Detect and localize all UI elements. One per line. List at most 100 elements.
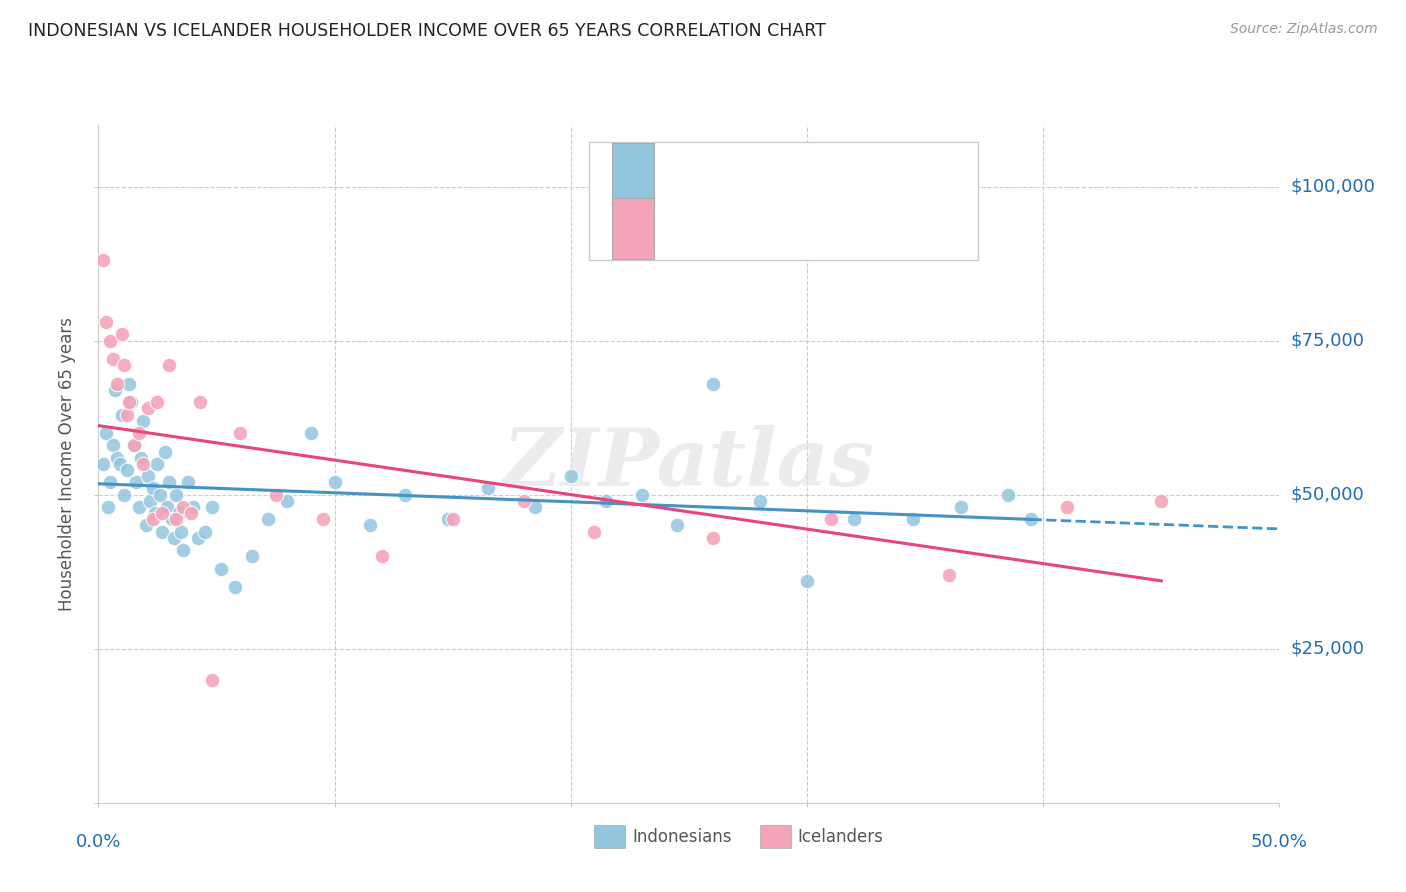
Point: [702, 531, 724, 545]
Point: [165, 512, 187, 526]
Point: [118, 376, 141, 391]
Point: [122, 438, 145, 452]
Point: [128, 425, 150, 440]
Text: INDONESIAN VS ICELANDER HOUSEHOLDER INCOME OVER 65 YEARS CORRELATION CHART: INDONESIAN VS ICELANDER HOUSEHOLDER INCO…: [28, 22, 825, 40]
Point: [121, 395, 143, 409]
Point: [441, 512, 464, 526]
Point: [115, 408, 138, 422]
Text: 50.0%: 50.0%: [1251, 833, 1308, 851]
Point: [172, 500, 194, 514]
Point: [157, 475, 180, 490]
Point: [112, 488, 135, 502]
Point: [437, 512, 460, 526]
Text: ZIPatlas: ZIPatlas: [503, 425, 875, 502]
Point: [101, 352, 124, 367]
Text: Icelanders: Icelanders: [797, 828, 883, 846]
Point: [180, 506, 202, 520]
Point: [149, 488, 172, 502]
Text: $50,000: $50,000: [1291, 485, 1364, 504]
Point: [264, 488, 287, 502]
Point: [201, 673, 224, 687]
Point: [177, 475, 200, 490]
Point: [1021, 512, 1043, 526]
Point: [94, 425, 117, 440]
Point: [323, 475, 346, 490]
Point: [187, 531, 209, 545]
Point: [666, 518, 689, 533]
Point: [240, 549, 263, 564]
Point: [104, 383, 127, 397]
Point: [132, 414, 155, 428]
Point: [150, 524, 173, 539]
Point: [94, 315, 117, 329]
Point: [98, 334, 121, 348]
Point: [156, 500, 179, 514]
Point: [299, 425, 322, 440]
Point: [796, 574, 818, 588]
Point: [938, 567, 960, 582]
Point: [91, 457, 114, 471]
Point: [129, 450, 152, 465]
Point: [153, 444, 176, 458]
Point: [98, 475, 121, 490]
Point: [201, 500, 224, 514]
Text: R =: R =: [678, 219, 716, 237]
Point: [128, 500, 150, 514]
Point: [181, 500, 204, 514]
Text: $100,000: $100,000: [1291, 178, 1375, 195]
Point: [209, 561, 232, 575]
Point: [748, 493, 770, 508]
Point: [125, 475, 148, 490]
Point: [312, 512, 335, 526]
Point: [112, 358, 135, 372]
Text: 34: 34: [872, 219, 897, 237]
Point: [132, 457, 155, 471]
Point: [560, 469, 582, 483]
Point: [160, 512, 183, 526]
Point: [91, 253, 114, 268]
Point: [1056, 500, 1078, 514]
Point: [359, 518, 381, 533]
Point: [143, 506, 166, 520]
Text: -0.363: -0.363: [727, 219, 792, 237]
Point: [477, 482, 499, 496]
Point: [1150, 493, 1173, 508]
Text: -0.145: -0.145: [727, 165, 792, 183]
Point: [172, 543, 194, 558]
Point: [394, 488, 416, 502]
Text: R =: R =: [678, 165, 716, 183]
Point: [997, 488, 1019, 502]
Text: 0.0%: 0.0%: [76, 833, 121, 851]
Point: [105, 376, 128, 391]
Point: [146, 395, 169, 409]
Point: [903, 512, 925, 526]
Point: [122, 438, 145, 452]
Point: [136, 469, 159, 483]
Point: [188, 395, 211, 409]
Point: [111, 408, 134, 422]
Point: [135, 518, 157, 533]
Point: [844, 512, 866, 526]
Y-axis label: Householder Income Over 65 years: Householder Income Over 65 years: [58, 317, 76, 611]
Point: [702, 376, 724, 391]
Point: [371, 549, 394, 564]
Text: Source: ZipAtlas.com: Source: ZipAtlas.com: [1230, 22, 1378, 37]
Point: [583, 524, 606, 539]
Point: [276, 493, 298, 508]
Point: [170, 524, 193, 539]
Point: [157, 358, 180, 372]
Point: [229, 425, 252, 440]
Point: [101, 438, 124, 452]
Point: [224, 580, 246, 594]
Point: [139, 493, 162, 508]
Point: [150, 506, 173, 520]
Point: [524, 500, 547, 514]
Point: [105, 450, 128, 465]
Point: [118, 395, 141, 409]
Point: [194, 524, 217, 539]
Text: Indonesians: Indonesians: [633, 828, 733, 846]
Point: [820, 512, 842, 526]
Point: [111, 327, 134, 342]
Point: [163, 531, 186, 545]
Point: [512, 493, 534, 508]
